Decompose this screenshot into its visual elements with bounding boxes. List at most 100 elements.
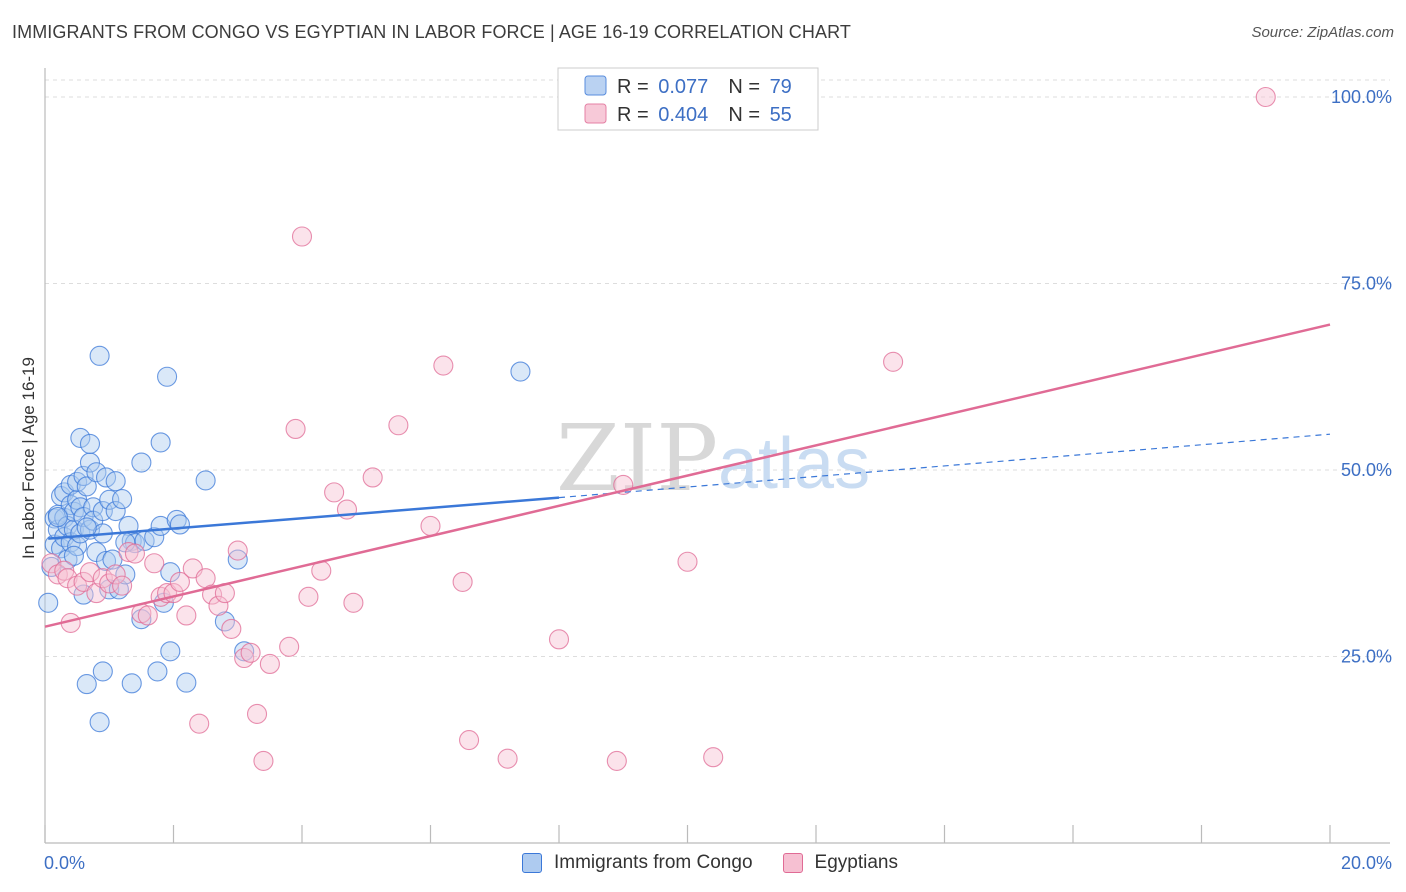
egyptian-point	[420, 515, 441, 537]
egyptian-point	[169, 571, 190, 592]
points-layer	[38, 86, 1276, 771]
y-tick-label: 75.0%	[1341, 274, 1392, 294]
egyptian-point	[285, 418, 306, 440]
egyptian-point	[79, 562, 101, 583]
labels-layer: 25.0% 50.0% 75.0% 100.0% 0.0% 20.0% In Labor F…	[19, 87, 1392, 873]
axes-layer	[44, 68, 1390, 844]
watermark: ZIP atlas	[556, 405, 870, 512]
legend-r-label: R =	[617, 104, 654, 126]
egyptian-point	[227, 540, 248, 561]
congo-point	[234, 641, 255, 662]
bottom-legend-label-congo: Immigrants from Congo	[554, 852, 753, 873]
egyptian-point	[221, 618, 242, 639]
bottom-legend: Immigrants from Congo Egyptians	[522, 852, 928, 874]
legend-n-value: 55	[770, 104, 792, 126]
egyptian-point	[137, 605, 158, 626]
congo-point	[160, 641, 181, 662]
congo-point	[131, 452, 152, 473]
congo-point	[76, 674, 97, 695]
congo-point	[176, 672, 197, 693]
legend-congo-stats: R = 0.077 N = 79	[617, 76, 792, 98]
congo-point	[70, 427, 91, 448]
y-tick-label: 25.0%	[1341, 647, 1392, 667]
bottom-legend-egyptians[interactable]: Egyptians	[782, 852, 898, 874]
legend-n-value: 79	[770, 76, 792, 98]
egyptian-point	[144, 553, 165, 574]
egyptian-point	[246, 703, 268, 724]
bottom-legend-swatch-egyptians	[782, 853, 803, 873]
congo-point	[108, 579, 129, 600]
y-axis-label: In Labor Force | Age 16-19	[19, 357, 38, 559]
congo-point	[131, 609, 152, 630]
legend-n-label: N =	[728, 104, 765, 126]
watermark-atlas: atlas	[718, 424, 870, 504]
congo-point	[105, 500, 126, 522]
congo-trend-extension	[558, 433, 1331, 499]
y-tick-label: 100.0%	[1331, 87, 1392, 107]
congo-point	[510, 361, 531, 382]
legend-r-value: 0.077	[658, 76, 708, 98]
congo-point	[105, 471, 126, 492]
egyptian-point	[677, 551, 698, 572]
congo-point	[150, 432, 171, 453]
egyptian-point	[703, 747, 724, 768]
egyptian-point	[298, 586, 319, 607]
egyptian-point	[41, 553, 62, 574]
congo-point	[67, 471, 88, 492]
egyptian-point	[324, 482, 345, 503]
egyptian-point	[67, 575, 88, 596]
legend: R = 0.077 N = 79 R = 0.404 N = 55	[557, 67, 819, 131]
congo-point	[76, 476, 97, 497]
egyptian-point	[388, 415, 409, 436]
chart-title: IMMIGRANTS FROM CONGO VS EGYPTIAN IN LAB…	[12, 22, 851, 42]
x-tick-label: 0.0%	[44, 853, 85, 873]
legend-n-label: N =	[728, 76, 765, 98]
congo-point	[121, 673, 142, 694]
congo-point	[86, 462, 107, 483]
egyptian-point	[253, 750, 274, 771]
congo-point	[147, 661, 168, 682]
egyptian-point	[234, 647, 255, 669]
legend-r-value: 0.404	[658, 104, 708, 126]
legend-swatch-congo	[584, 75, 607, 96]
egyptian-point	[259, 653, 280, 675]
congo-point	[144, 527, 165, 548]
egyptian-point	[433, 355, 454, 376]
congo-point	[63, 545, 84, 566]
congo-point	[169, 514, 190, 535]
egyptian-point	[548, 629, 570, 650]
legend-r-label: R =	[617, 76, 654, 98]
congo-point	[92, 661, 113, 682]
egyptian-point	[92, 568, 113, 589]
egyptian-point	[279, 636, 300, 657]
congo-point	[157, 366, 178, 387]
egyptian-point	[118, 542, 139, 563]
egyptian-point	[458, 730, 480, 751]
legend-swatch-egyptians	[584, 103, 607, 124]
congo-point	[112, 489, 133, 510]
egyptian-point	[1255, 86, 1276, 108]
egyptian-trend-line	[44, 323, 1331, 628]
congo-point	[76, 517, 97, 538]
source-credit: Source: ZipAtlas.com	[1251, 24, 1394, 41]
egyptian-point	[202, 584, 223, 605]
egyptian-point	[362, 467, 383, 488]
egyptian-point	[452, 571, 473, 592]
congo-point	[38, 592, 59, 613]
egyptian-point	[73, 571, 94, 592]
congo-trend-line	[48, 496, 560, 540]
egyptian-point	[176, 605, 197, 626]
y-tick-label: 50.0%	[1341, 460, 1392, 480]
egyptian-point	[189, 713, 210, 734]
grid-layer	[45, 79, 1390, 657]
congo-point	[89, 345, 110, 366]
congo-point	[195, 470, 216, 491]
egyptian-point	[208, 595, 229, 616]
egyptian-point	[606, 750, 627, 771]
bottom-legend-congo[interactable]: Immigrants from Congo	[522, 852, 753, 874]
egyptian-point	[497, 748, 518, 769]
bottom-legend-label-egyptians: Egyptians	[814, 852, 898, 873]
legend-egyptians-stats: R = 0.404 N = 55	[617, 104, 792, 126]
egyptian-point	[112, 575, 133, 596]
egyptian-point	[124, 543, 145, 564]
